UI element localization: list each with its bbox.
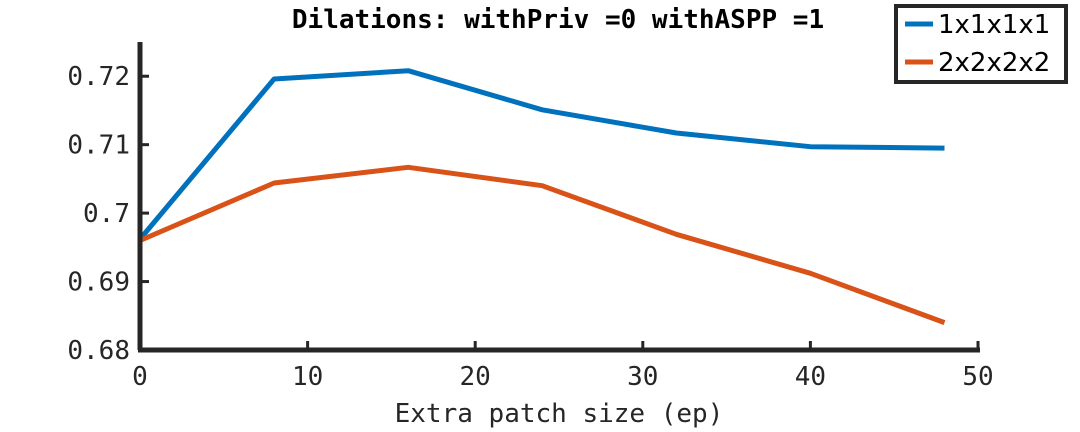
- legend-label-1x1x1x1: 1x1x1x1: [938, 10, 1050, 40]
- x-ticks: 0 10 20 30 40 50: [132, 341, 994, 392]
- y-tick-label-1: 0.69: [67, 268, 130, 298]
- y-tick-label-4: 0.72: [67, 62, 130, 92]
- x-tick-label-5: 50: [962, 362, 993, 392]
- legend-label-2x2x2x2: 2x2x2x2: [938, 48, 1050, 78]
- x-tick-label-1: 10: [292, 362, 323, 392]
- legend-box: [894, 4, 1068, 84]
- series-layer: [138, 68, 946, 325]
- x-axis-label: Extra patch size (ep): [395, 399, 724, 429]
- series-line-1: [139, 164, 946, 325]
- x-tick-label-3: 30: [627, 362, 658, 392]
- series-line-0: [138, 68, 945, 241]
- chart-title: Dilations: withPriv =0 withASPP =1: [292, 5, 824, 35]
- y-ticks: 0.68 0.69 0.7 0.71 0.72: [67, 62, 149, 366]
- x-tick-label-0: 0: [132, 362, 148, 392]
- y-tick-label-2: 0.7: [83, 199, 130, 229]
- y-tick-label-0: 0.68: [67, 336, 130, 366]
- x-tick-label-4: 40: [795, 362, 826, 392]
- y-tick-label-3: 0.71: [67, 131, 130, 161]
- x-tick-label-2: 20: [460, 362, 491, 392]
- legend: 1x1x1x1 2x2x2x2: [894, 4, 1068, 84]
